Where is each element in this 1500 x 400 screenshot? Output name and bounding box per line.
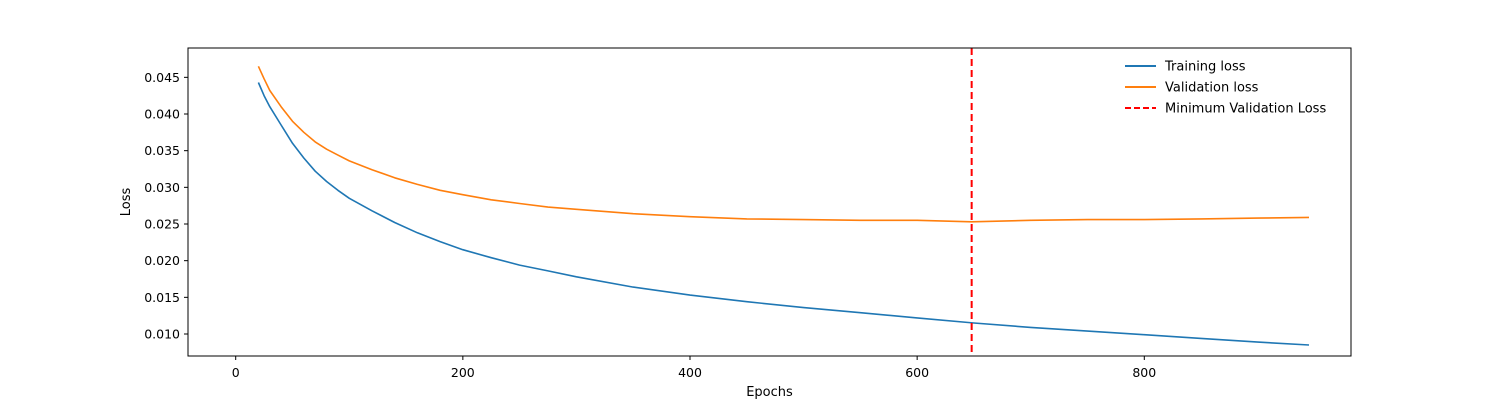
- x-tick-label: 0: [232, 365, 240, 380]
- legend: Training loss Validation loss Minimum Vali…: [1125, 60, 1326, 117]
- x-tick-label: 600: [905, 365, 929, 380]
- legend-label-min-validation: Minimum Validation Loss: [1165, 102, 1326, 117]
- series-line-validation: [257, 65, 1310, 223]
- y-tick-label: 0.030: [144, 180, 180, 195]
- y-tick-label: 0.045: [144, 70, 180, 85]
- x-tick-label: 800: [1132, 365, 1156, 380]
- y-tick-label: 0.040: [144, 107, 180, 122]
- legend-label-training: Training loss: [1164, 60, 1246, 75]
- plot-frame: [187, 47, 1352, 357]
- y-tick-label: 0.020: [144, 253, 180, 268]
- x-tick-label: 200: [451, 365, 475, 380]
- legend-label-validation: Validation loss: [1165, 81, 1259, 96]
- y-tick-label: 0.035: [144, 143, 180, 158]
- ticks-layer: 0 200 400 600 800 0.010 0.015 0.020 0.025 0.030 0.…: [144, 70, 1156, 380]
- x-axis-label: Epochs: [746, 385, 793, 400]
- x-tick-label: 400: [678, 365, 702, 380]
- y-tick-label: 0.025: [144, 217, 180, 232]
- series-line-training: [257, 82, 1310, 346]
- y-tick-label: 0.010: [144, 327, 180, 342]
- y-axis-label: Loss: [119, 188, 134, 217]
- y-tick-label: 0.015: [144, 290, 180, 305]
- lines-layer: [257, 48, 1310, 356]
